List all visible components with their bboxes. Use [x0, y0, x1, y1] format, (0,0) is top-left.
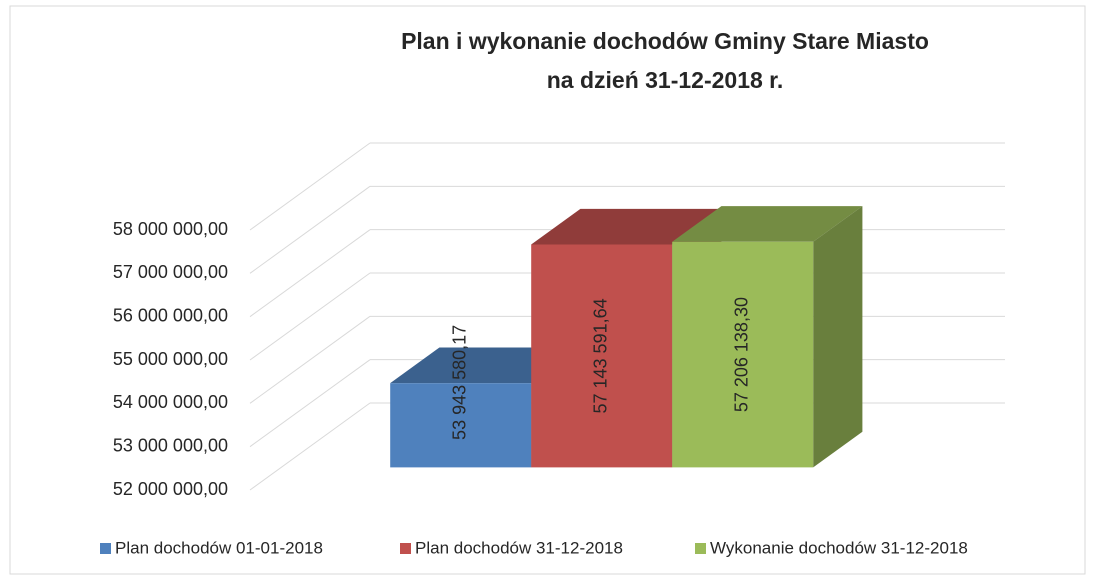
legend-swatch [695, 543, 706, 554]
y-tick-label: 55 000 000,00 [113, 349, 228, 369]
y-tick-label: 57 000 000,00 [113, 262, 228, 282]
y-tick-label: 54 000 000,00 [113, 392, 228, 412]
grid-line [249, 142, 371, 231]
bar-top [672, 206, 863, 242]
bar [672, 241, 814, 468]
value-label: 57 143 591,64 [590, 298, 610, 413]
legend-swatch [400, 543, 411, 554]
grid-line [249, 315, 371, 404]
grid-line [249, 272, 371, 361]
value-label: 57 206 138,30 [731, 297, 751, 412]
legend-swatch [100, 543, 111, 554]
legend-label: Plan dochodów 31-12-2018 [415, 538, 623, 557]
y-tick-label: 56 000 000,00 [113, 305, 228, 325]
value-label: 53 943 580,17 [449, 325, 469, 440]
grid-line [249, 229, 371, 318]
bar-top [531, 208, 722, 245]
bar [531, 244, 673, 468]
y-tick-label: 52 000 000,00 [113, 479, 228, 499]
bar-side [813, 206, 863, 468]
chart-title: na dzień 31-12-2018 r. [547, 67, 784, 93]
grid-line [249, 185, 371, 274]
chart-title: Plan i wykonanie dochodów Gminy Stare Mi… [401, 28, 929, 54]
y-tick-label: 58 000 000,00 [113, 219, 228, 239]
grid-line [249, 402, 371, 491]
legend-label: Wykonanie dochodów 31-12-2018 [710, 538, 968, 557]
bar [390, 383, 532, 468]
grid-line [249, 359, 371, 448]
legend-label: Plan dochodów 01-01-2018 [115, 538, 323, 557]
y-tick-label: 53 000 000,00 [113, 435, 228, 455]
